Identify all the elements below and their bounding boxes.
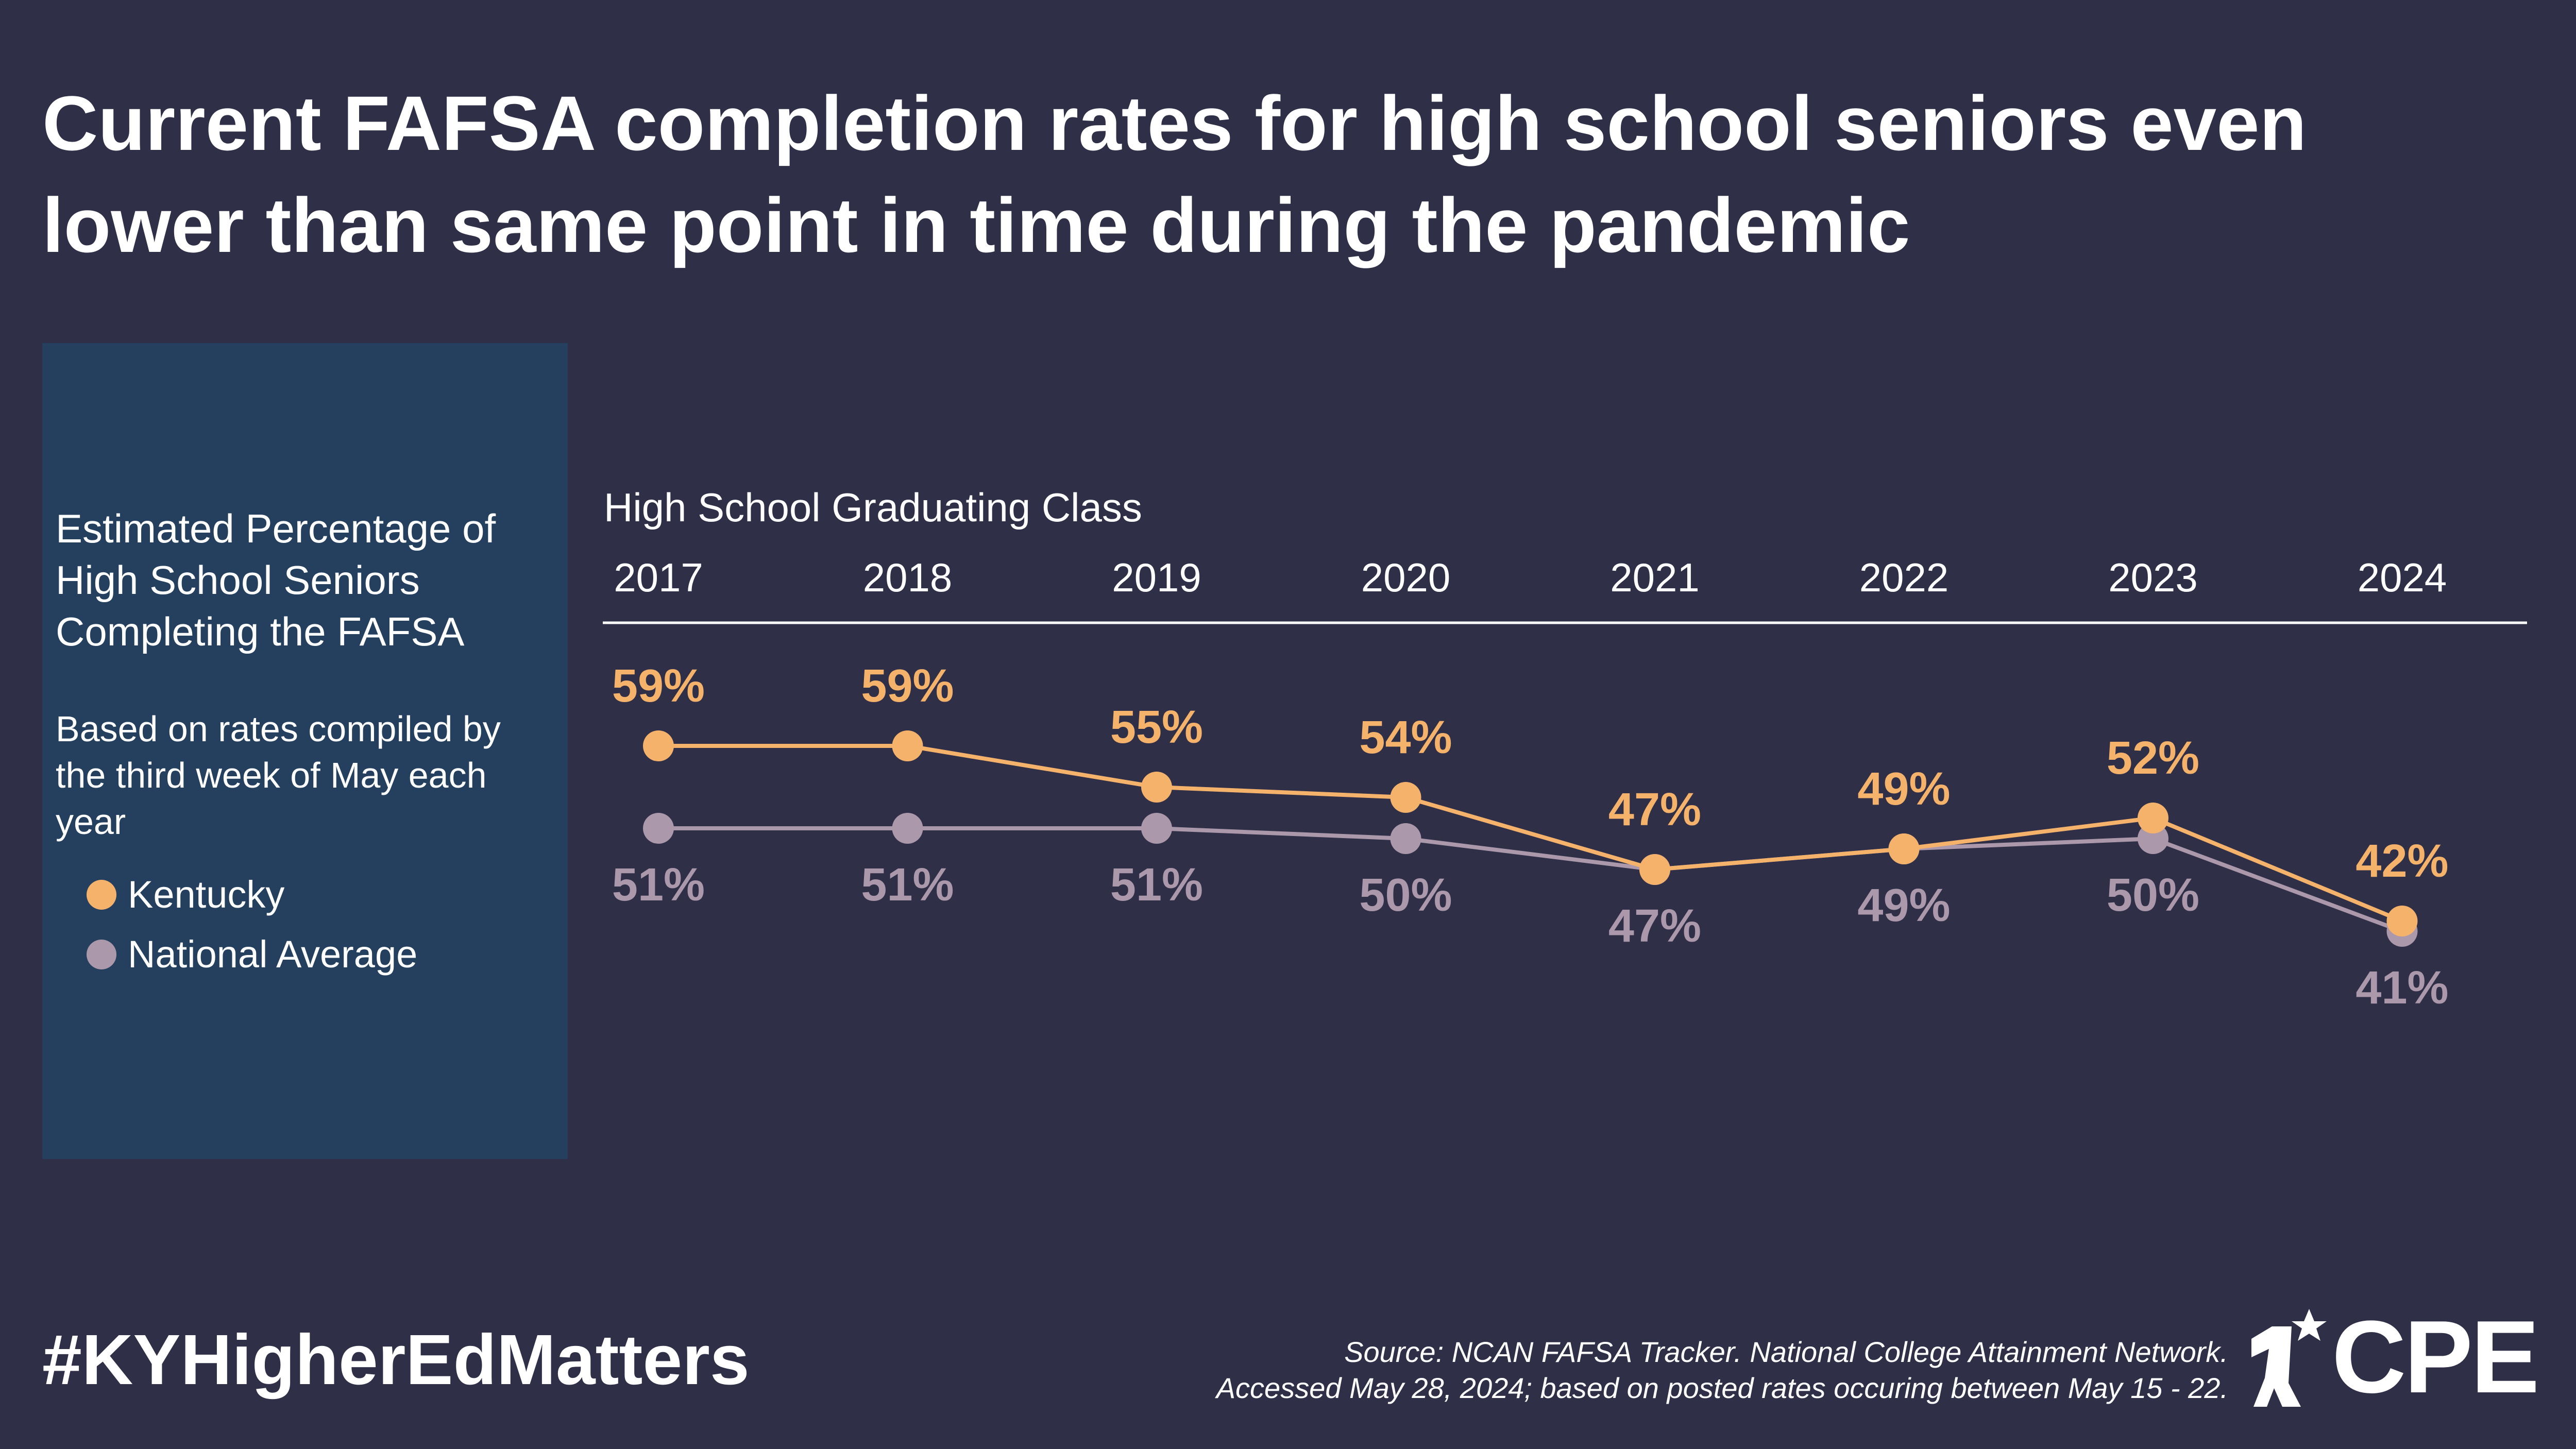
data-label-national-2020: 50% <box>1359 870 1452 921</box>
data-point-kentucky-2019 <box>1141 772 1172 803</box>
data-point-kentucky-2024 <box>2386 906 2418 936</box>
info-panel: Estimated Percentage of High School Seni… <box>42 343 568 1159</box>
line-chart: 2017 2018 2019 2020 2021 2022 2023 2024 59% 59% 55… <box>603 555 2527 1014</box>
panel-heading: Estimated Percentage of High School Seni… <box>56 506 496 654</box>
legend-label-kentucky: Kentucky <box>128 873 285 916</box>
x-tick-label-2019: 2019 <box>1112 555 1201 600</box>
data-label-national-2022: 49% <box>1857 880 1950 931</box>
legend-item-national: National Average <box>56 935 537 974</box>
hashtag: #KYHigherEdMatters <box>42 1320 750 1400</box>
legend-label-national: National Average <box>128 933 418 976</box>
data-label-kentucky-2022: 49% <box>1857 763 1950 815</box>
x-tick-label-2017: 2017 <box>614 555 703 600</box>
data-label-national-2017: 51% <box>612 859 705 911</box>
x-tick-label-2020: 2020 <box>1361 555 1451 600</box>
data-label-kentucky-2024: 42% <box>2355 836 2448 887</box>
x-tick-label-2021: 2021 <box>1610 555 1700 600</box>
data-point-national-2020 <box>1390 823 1421 854</box>
logo-text: CPE <box>2332 1300 2539 1414</box>
data-point-kentucky-2018 <box>892 730 923 761</box>
data-label-national-2021: 47% <box>1608 900 1701 952</box>
data-point-kentucky-2021 <box>1639 854 1670 885</box>
legend: Kentucky National Average <box>56 876 537 974</box>
data-label-kentucky-2017: 59% <box>612 660 705 712</box>
data-label-kentucky-2019: 55% <box>1110 702 1203 753</box>
data-label-national-2024: 41% <box>2355 962 2448 1014</box>
legend-item-kentucky: Kentucky <box>56 876 537 914</box>
legend-dot-kentucky <box>87 880 116 910</box>
data-point-kentucky-2017 <box>643 730 674 761</box>
x-tick-label-2024: 2024 <box>2358 555 2447 600</box>
panel-subheading: Based on rates compiled by the third wee… <box>56 709 501 842</box>
x-tick-label-2022: 2022 <box>1859 555 1949 600</box>
series-line-kentucky <box>658 744 2403 923</box>
data-point-kentucky-2020 <box>1390 782 1421 813</box>
series-line-national <box>658 826 2403 933</box>
data-point-kentucky-2023 <box>2138 803 2168 833</box>
legend-dot-national <box>87 940 116 969</box>
data-point-kentucky-2022 <box>1888 833 1920 864</box>
data-label-kentucky-2021: 47% <box>1608 784 1701 836</box>
source-note: Source: NCAN FAFSA Tracker. National Col… <box>992 1334 2228 1406</box>
source-line-2: Accessed May 28, 2024; based on posted r… <box>1216 1372 2228 1404</box>
data-point-national-2019 <box>1141 813 1172 844</box>
x-tick-label-2018: 2018 <box>863 555 953 600</box>
data-label-national-2018: 51% <box>861 859 954 911</box>
x-axis-title: High School Graduating Class <box>604 485 1142 530</box>
data-label-kentucky-2018: 59% <box>861 660 954 712</box>
page-title: Current FAFSA completion rates for high … <box>42 80 2307 268</box>
cpe-person-star-icon <box>2251 1309 2327 1407</box>
data-point-national-2018 <box>892 813 923 844</box>
cpe-logo: CPE <box>2251 1298 2540 1417</box>
data-label-kentucky-2020: 54% <box>1359 712 1452 763</box>
data-label-kentucky-2023: 52% <box>2107 732 2199 784</box>
data-label-national-2019: 51% <box>1110 859 1203 911</box>
data-point-national-2017 <box>643 813 674 844</box>
x-tick-label-2023: 2023 <box>2108 555 2198 600</box>
source-line-1: Source: NCAN FAFSA Tracker. National Col… <box>1344 1336 2228 1368</box>
data-label-national-2023: 50% <box>2107 870 2199 921</box>
